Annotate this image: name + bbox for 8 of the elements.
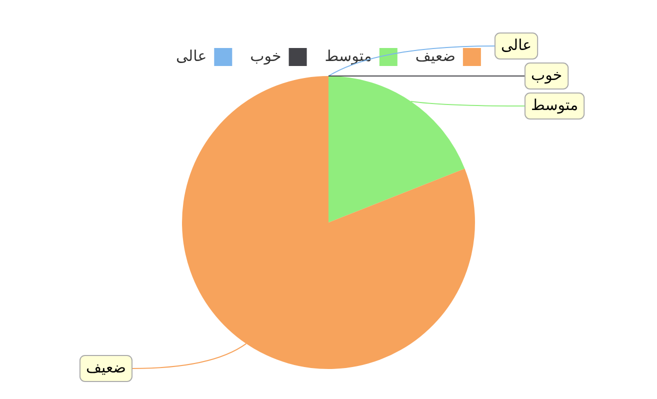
legend-label: خوب xyxy=(250,46,282,65)
category-label: خوب xyxy=(530,66,562,84)
slice-label: ضعیف xyxy=(86,358,126,376)
legend-label: ضعیف xyxy=(415,46,456,65)
slice-label: متوسط xyxy=(530,96,578,114)
category-label: عالی xyxy=(501,36,532,54)
legend-label: عالی xyxy=(176,46,207,65)
legend-label: متوسط xyxy=(324,46,372,65)
